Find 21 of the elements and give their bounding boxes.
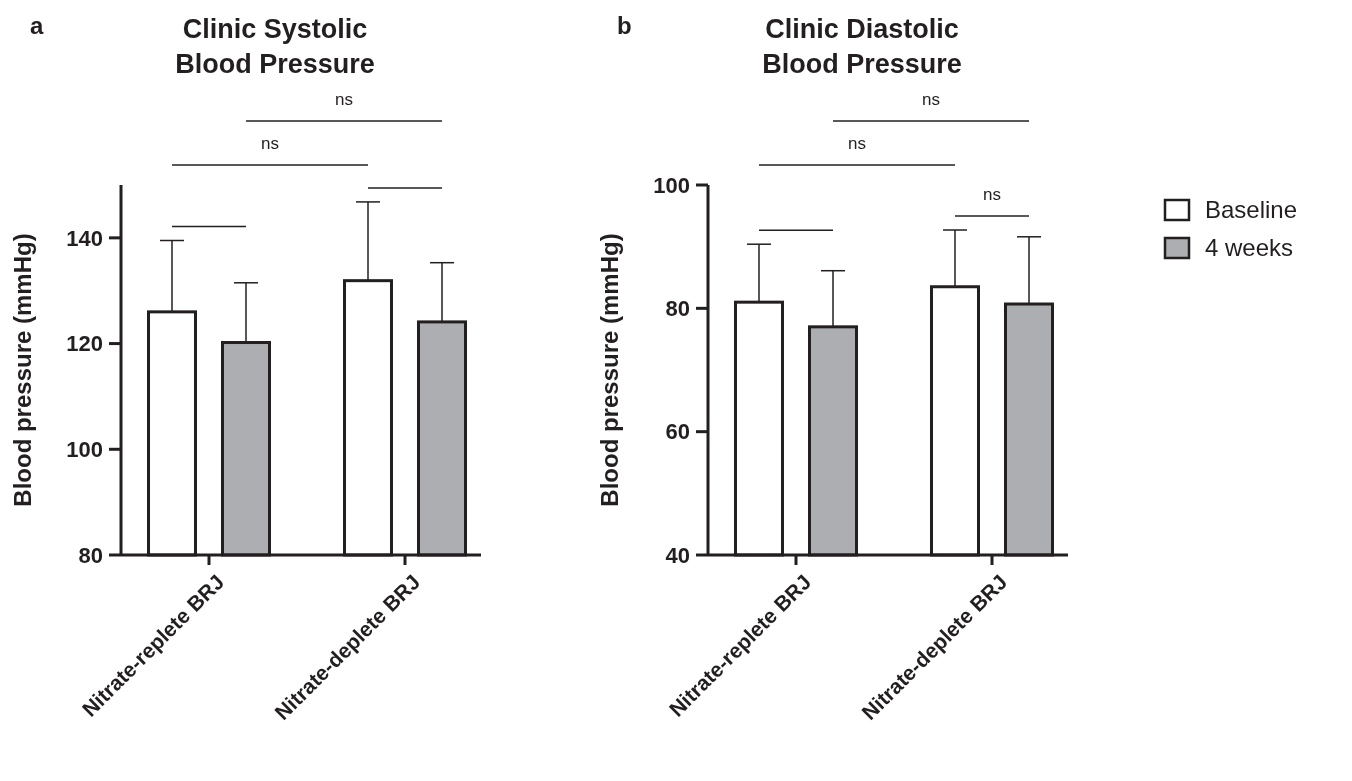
y-tick-label: 120 xyxy=(66,331,103,357)
text: a xyxy=(30,12,44,39)
text: b xyxy=(617,12,632,39)
y-tick-label: 100 xyxy=(66,436,103,462)
text: ns xyxy=(261,134,279,153)
text: ns xyxy=(848,134,866,153)
y-axis-title: Blood pressure (mmHg) xyxy=(9,233,36,507)
chart-title: Clinic Diastolic Blood Pressure xyxy=(762,14,962,79)
y-tick-label: 140 xyxy=(66,225,103,251)
legend-label: Baseline xyxy=(1205,196,1298,224)
y-tick-label: 40 xyxy=(665,542,690,568)
y-tick-label: 80 xyxy=(78,542,103,568)
y-tick-label: 80 xyxy=(665,296,690,322)
annotation: ns xyxy=(983,185,1001,205)
y-tick-label: 100 xyxy=(653,172,690,198)
y-tick-label: 60 xyxy=(665,419,690,445)
text: ns xyxy=(922,90,940,109)
y-axis-title: Blood pressure (mmHg) xyxy=(596,233,623,507)
legend-label: 4 weeks xyxy=(1205,234,1294,262)
chart-title: Clinic Systolic Blood Pressure xyxy=(175,14,375,79)
text: ns xyxy=(335,90,353,109)
